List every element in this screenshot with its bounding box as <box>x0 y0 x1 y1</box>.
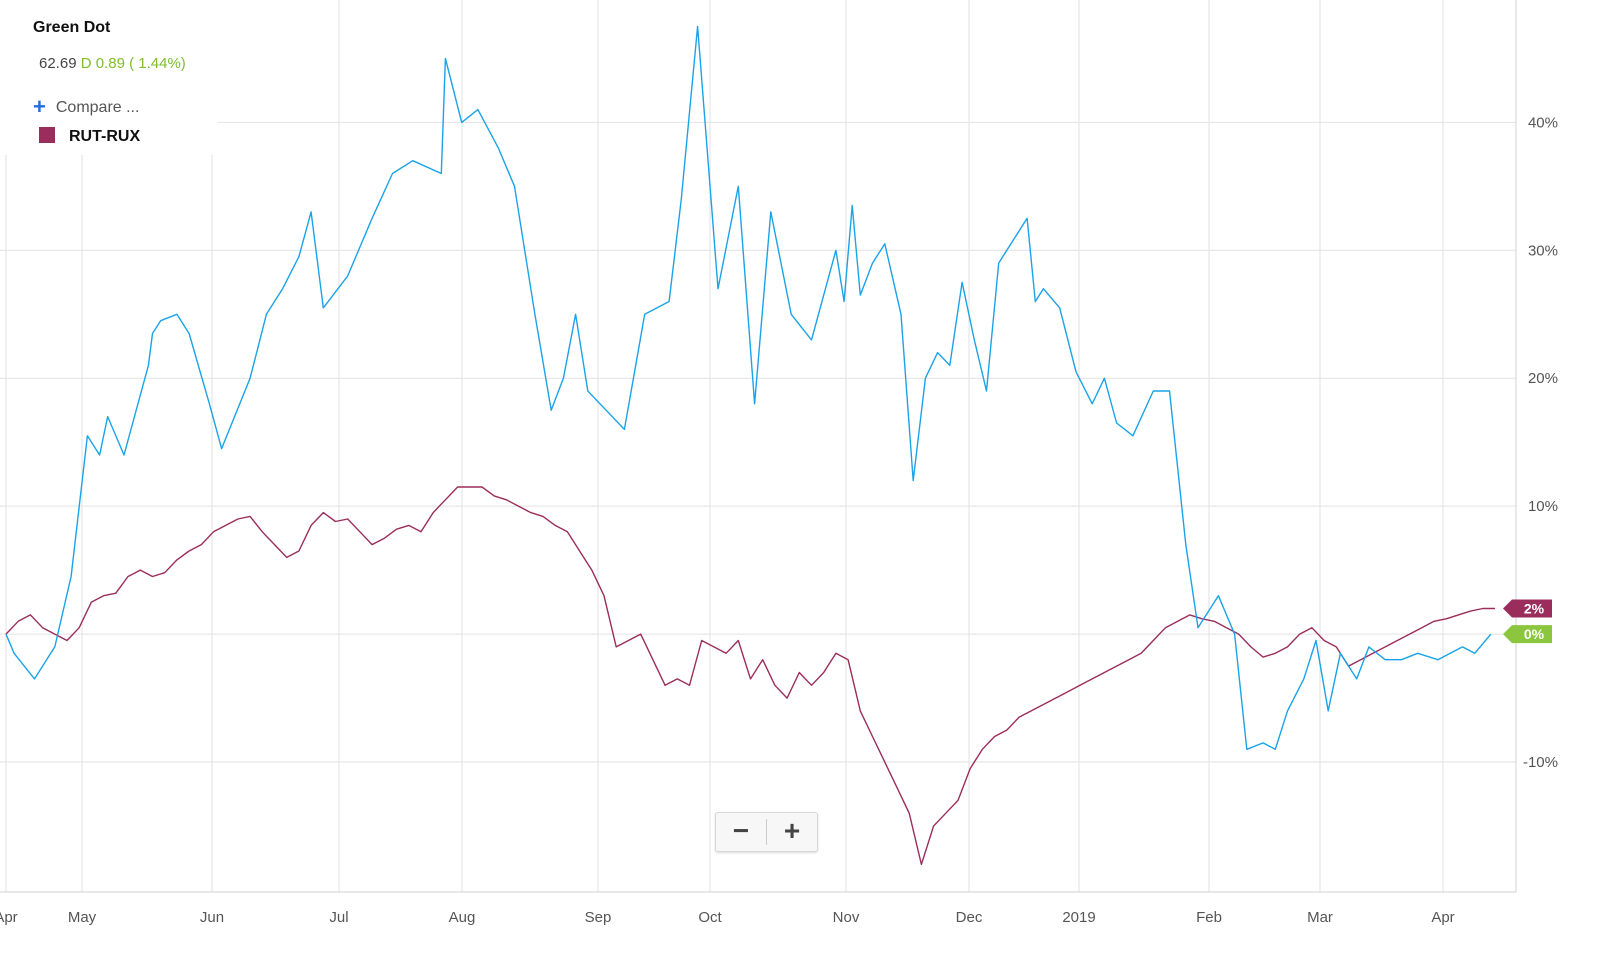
x-tick-label: Aug <box>449 909 476 926</box>
y-tick-label: 20% <box>1528 370 1558 387</box>
chart-legend: Green Dot 62.69 D 0.89 ( 1.44%) + Compare… <box>0 0 218 155</box>
x-tick-label: Apr <box>1431 909 1454 926</box>
ticker-title: Green Dot <box>33 19 111 36</box>
series-line-green-dot <box>5 25 1492 750</box>
x-tick-label: Apr <box>0 909 18 926</box>
legend-series-label: RUT-RUX <box>69 128 141 145</box>
badge-shape <box>1503 625 1552 644</box>
zoom-controls: − + <box>715 812 818 852</box>
quote-row: 62.69 D 0.89 ( 1.44%) <box>39 55 186 72</box>
zoom-divider <box>766 819 767 845</box>
compare-button[interactable]: + Compare ... <box>33 92 140 119</box>
badge-label: 2% <box>1524 601 1545 617</box>
change-value: D 0.89 ( 1.44%) <box>80 55 186 72</box>
chart-series <box>5 25 1495 866</box>
zoom-in-button[interactable]: + <box>783 815 801 846</box>
badge-shape <box>1503 599 1552 618</box>
series-line-rut-rux <box>5 486 1495 866</box>
last-value-badge: 0% <box>1503 625 1552 644</box>
legend-item-rut-rux[interactable]: RUT-RUX <box>39 127 140 146</box>
last-value-badges: 2% 0% <box>1503 599 1552 644</box>
y-tick-label: -10% <box>1523 754 1558 771</box>
x-tick-label: Nov <box>833 909 860 926</box>
chart-axes: Apr May Jun Jul Aug Sep Oct Nov Dec 2019 Feb Mar Apr… <box>0 0 1558 926</box>
y-tick-label: 40% <box>1528 114 1558 131</box>
x-tick-label: Jun <box>200 909 224 926</box>
x-tick-label: Sep <box>585 909 612 926</box>
plus-icon: + <box>33 94 46 119</box>
compare-label: Compare ... <box>55 99 140 116</box>
chart-grid <box>0 0 1516 892</box>
x-tick-label: Dec <box>956 909 983 926</box>
x-tick-label: Feb <box>1196 909 1222 926</box>
x-tick-label: Oct <box>698 909 722 926</box>
price-value: 62.69 <box>39 55 77 72</box>
x-tick-label: Mar <box>1307 909 1333 926</box>
badge-label: 0% <box>1524 626 1545 642</box>
x-tick-label: Jul <box>329 909 348 926</box>
y-tick-label: 30% <box>1528 242 1558 259</box>
series-color-swatch <box>39 127 55 143</box>
x-tick-label: 2019 <box>1062 909 1095 926</box>
x-tick-label: May <box>68 909 97 926</box>
zoom-out-button[interactable]: − <box>732 815 750 846</box>
last-value-badge: 2% <box>1503 599 1552 618</box>
y-tick-label: 10% <box>1528 498 1558 515</box>
